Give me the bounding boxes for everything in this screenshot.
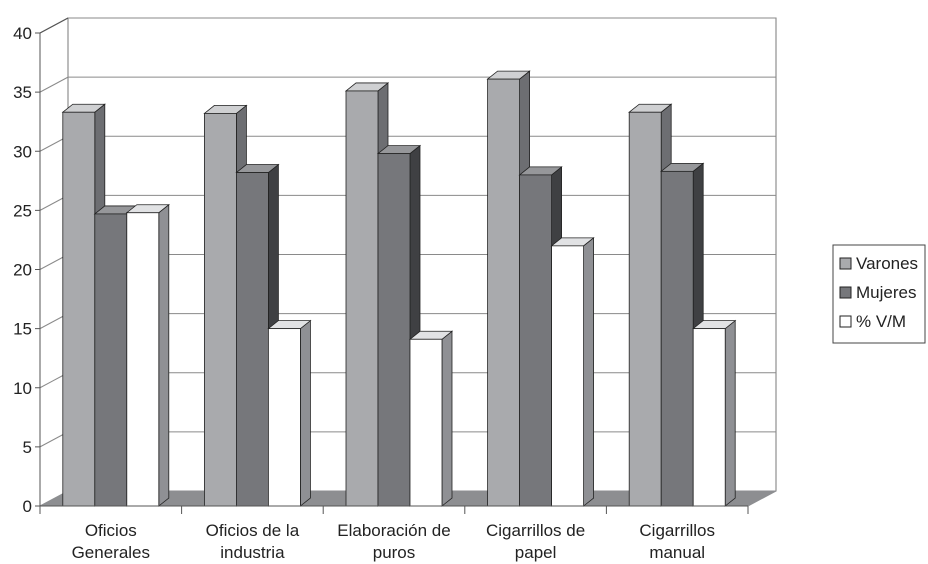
x-category-label-line: Cigarrillos de bbox=[486, 521, 585, 540]
bar-front bbox=[628, 111, 662, 507]
y-tick-label: 40 bbox=[13, 24, 32, 43]
x-category-label: Elaboración de puros bbox=[337, 521, 450, 562]
legend-label-mujeres: Mujeres bbox=[856, 283, 916, 302]
y-tick-label: 0 bbox=[23, 497, 32, 516]
bar-front bbox=[692, 328, 726, 507]
bar-front bbox=[235, 172, 269, 507]
y-tick-label: 20 bbox=[13, 261, 32, 280]
bar-front bbox=[62, 111, 96, 507]
bar-front bbox=[94, 213, 128, 507]
bar-side bbox=[299, 319, 311, 507]
bar-side bbox=[441, 330, 453, 507]
bar-v-m-2 bbox=[267, 319, 312, 507]
x-category-label-line: Oficios de la bbox=[206, 521, 300, 540]
x-category-label: Cigarrillos de papel bbox=[486, 521, 585, 562]
legend-swatch-mujeres bbox=[839, 286, 852, 299]
y-tick-label: 25 bbox=[13, 201, 32, 220]
legend: Varones Mujeres % V/M bbox=[832, 244, 926, 344]
bar-front bbox=[551, 245, 584, 507]
x-category-label-line: Generales bbox=[72, 543, 150, 562]
x-category-label-line: puros bbox=[373, 543, 416, 562]
bar-v-m-5 bbox=[692, 319, 737, 507]
y-tick-label: 15 bbox=[13, 320, 32, 339]
x-category-label-line: Cigarrillos bbox=[639, 521, 715, 540]
y-tick-label: 5 bbox=[23, 438, 32, 457]
bar-v-m-4 bbox=[550, 237, 595, 507]
bar-front bbox=[345, 90, 379, 507]
bars bbox=[61, 70, 737, 507]
x-category-label-line: papel bbox=[515, 543, 557, 562]
y-axis-depth-line bbox=[39, 17, 69, 34]
legend-swatch-varones bbox=[839, 257, 852, 270]
bar-v-m-1 bbox=[125, 203, 170, 507]
legend-swatch-v-m bbox=[839, 315, 852, 328]
y-tick-label: 10 bbox=[13, 379, 32, 398]
y-tick-label: 30 bbox=[13, 142, 32, 161]
bar-front bbox=[409, 338, 443, 507]
bar-front bbox=[126, 212, 160, 507]
bar-side bbox=[158, 203, 170, 507]
x-category-label-line: Elaboración de bbox=[337, 521, 450, 540]
y-axis: 0 5 10 15 20 25 30 35 40 bbox=[13, 17, 69, 516]
bar-front bbox=[203, 113, 237, 507]
bar-front bbox=[487, 78, 521, 507]
x-category-label-line: manual bbox=[649, 543, 705, 562]
bar-v-m-3 bbox=[408, 330, 454, 507]
x-category-label-line: industria bbox=[220, 543, 285, 562]
x-category-label: Oficios de la industria bbox=[206, 521, 300, 562]
x-category-label-line: Oficios bbox=[85, 521, 137, 540]
x-category-label: Oficios Generales bbox=[72, 521, 150, 562]
legend-label-v-m: % V/M bbox=[856, 312, 906, 331]
bar-front bbox=[267, 328, 301, 507]
bar-side bbox=[583, 237, 594, 507]
legend-label-varones: Varones bbox=[856, 254, 918, 273]
bar-side bbox=[724, 319, 736, 507]
y-tick-label: 35 bbox=[13, 83, 32, 102]
x-category-label: Cigarrillos manual bbox=[639, 521, 715, 562]
bar-front bbox=[519, 174, 552, 507]
x-axis: Oficios Generales Oficios de la industria El… bbox=[39, 505, 749, 562]
bar-front bbox=[660, 170, 694, 507]
gridline-depth bbox=[39, 76, 69, 93]
bar-front bbox=[377, 153, 411, 507]
